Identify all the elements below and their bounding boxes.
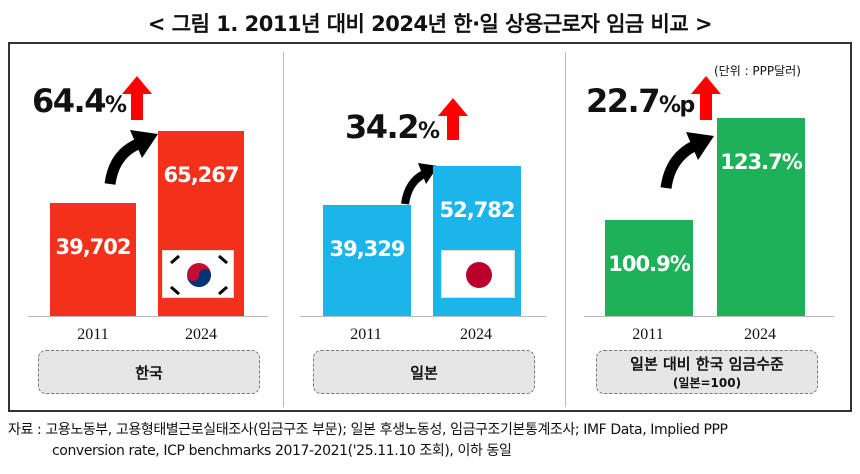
bar-japan-2011: 39,329 — [323, 205, 411, 316]
japan-label: 일본 — [313, 350, 535, 394]
figure-title: < 그림 1. 2011년 대비 2024년 한·일 상용근로자 임금 비교 > — [147, 12, 713, 36]
panel-divider — [565, 52, 566, 407]
year-label: 2011 — [77, 326, 109, 343]
up-arrow-icon — [691, 76, 721, 120]
axis-line — [584, 316, 834, 317]
year-label: 2024 — [185, 326, 217, 343]
ratio-change: 22.7%p — [586, 82, 695, 120]
year-label: 2011 — [350, 326, 382, 343]
axis-line — [28, 316, 268, 317]
korea-label: 한국 — [38, 350, 260, 394]
panel-divider — [283, 52, 284, 407]
curved-arrow-icon — [104, 130, 158, 185]
source-note: 자료 : 고용노동부, 고용형태별근로실태조사(임금구조 부문); 일본 후생노… — [8, 422, 728, 459]
year-label: 2024 — [744, 326, 776, 343]
bar-ratio-2011: 100.9% — [605, 220, 693, 316]
chart-frame — [8, 42, 852, 412]
year-label: 2011 — [632, 326, 664, 343]
korea-change: 64.4% — [32, 82, 127, 120]
unit-label: (단위 : PPP달러) — [714, 64, 801, 78]
japan-change: 34.2% — [345, 108, 440, 146]
curved-arrow-icon — [660, 132, 714, 189]
ratio-label: 일본 대비 한국 임금수준 (일본=100) — [596, 350, 818, 394]
bar-ratio-2024: 123.7% — [717, 118, 805, 316]
korea-flag-icon — [162, 250, 234, 298]
up-arrow-icon — [122, 76, 152, 120]
japan-flag-icon — [441, 250, 515, 298]
axis-line — [300, 316, 546, 317]
up-arrow-icon — [438, 98, 468, 140]
bar-korea-2011: 39,702 — [50, 203, 136, 316]
year-label: 2024 — [460, 326, 492, 343]
